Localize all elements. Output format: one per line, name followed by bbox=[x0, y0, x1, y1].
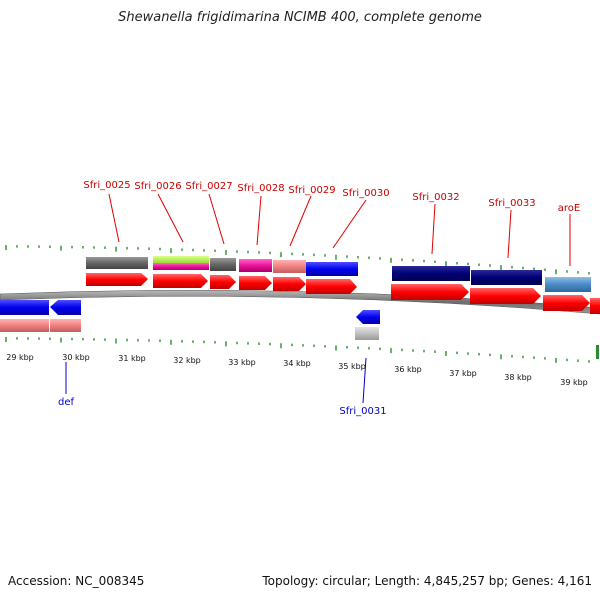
tick-row-lower bbox=[5, 337, 590, 363]
axis-tick-label: 37 kbp bbox=[449, 369, 477, 378]
cds-arrow-forward bbox=[210, 275, 236, 289]
feature-box-steel bbox=[545, 277, 591, 292]
axis-tick-label: 38 kbp bbox=[504, 373, 532, 382]
feature-box-lime bbox=[153, 256, 209, 263]
cds-arrow-forward bbox=[306, 279, 357, 294]
feature-box-magenta-bar bbox=[153, 263, 209, 270]
feature-box-navy-2 bbox=[471, 270, 542, 285]
gene-label-aroe[interactable]: aroE bbox=[558, 203, 580, 214]
label-leaders-lower bbox=[65, 357, 367, 404]
axis-tick-label: 36 kbp bbox=[394, 365, 422, 374]
cds-arrow-forward bbox=[543, 295, 590, 311]
gene-label-sfri-0032[interactable]: Sfri_0032 bbox=[412, 192, 459, 203]
axis-tick-label: 34 kbp bbox=[283, 359, 311, 368]
tick-row-upper bbox=[5, 245, 590, 275]
axis-tick-label: 32 kbp bbox=[173, 356, 201, 365]
feature-box-blue bbox=[306, 262, 358, 276]
feature-box-salmon-reverse bbox=[0, 319, 49, 332]
cds-arrow-forward bbox=[86, 273, 148, 286]
cds-arrow-forward bbox=[391, 284, 469, 300]
feature-box-salmon bbox=[273, 260, 306, 273]
axis-tick-label: 31 kbp bbox=[118, 354, 146, 363]
gene-label-sfri-0031[interactable]: Sfri_0031 bbox=[339, 406, 386, 417]
map-title: Shewanella frigidimarina NCIMB 400, comp… bbox=[118, 10, 482, 25]
gene-label-sfri-0029[interactable]: Sfri_0029 bbox=[288, 185, 335, 196]
feature-edge-green bbox=[596, 345, 599, 359]
feature-box-gray-2 bbox=[210, 258, 236, 271]
cds-arrow-forward bbox=[470, 288, 541, 304]
genome-summary-text: Topology: circular; Length: 4,845,257 bp… bbox=[262, 574, 592, 588]
cds-arrow-reverse bbox=[50, 300, 81, 315]
axis-tick-label: 35 kbp bbox=[338, 362, 366, 371]
gene-label-sfri-0028[interactable]: Sfri_0028 bbox=[237, 183, 284, 194]
cds-arrow-reverse bbox=[0, 300, 49, 315]
axis-tick-label: 30 kbp bbox=[62, 353, 90, 362]
feature-box-pink bbox=[239, 259, 272, 272]
axis-tick-label: 29 kbp bbox=[6, 353, 34, 362]
cds-arrow-forward bbox=[590, 298, 600, 314]
cds-arrow-reverse bbox=[356, 310, 380, 324]
feature-box-lightgray bbox=[355, 327, 379, 340]
gene-label-def[interactable]: def bbox=[58, 397, 75, 408]
feature-box-gray-1 bbox=[86, 257, 148, 269]
gene-label-sfri-0027[interactable]: Sfri_0027 bbox=[185, 181, 232, 192]
feature-box-salmon-reverse bbox=[50, 319, 81, 332]
cds-arrow-forward bbox=[239, 276, 272, 290]
cds-arrow-forward bbox=[153, 274, 208, 288]
gene-label-sfri-0033[interactable]: Sfri_0033 bbox=[488, 198, 535, 209]
label-leaders-upper bbox=[108, 193, 571, 266]
axis-tick-label: 33 kbp bbox=[228, 358, 256, 367]
axis-tick-label: 39 kbp bbox=[560, 378, 588, 387]
accession-text: Accession: NC_008345 bbox=[8, 574, 145, 588]
genome-backbone bbox=[0, 289, 600, 315]
gene-label-sfri-0030[interactable]: Sfri_0030 bbox=[342, 188, 389, 199]
gene-label-sfri-0025[interactable]: Sfri_0025 bbox=[83, 180, 130, 191]
cds-arrow-forward bbox=[273, 277, 306, 291]
feature-box-navy-1 bbox=[392, 266, 470, 281]
gene-label-sfri-0026[interactable]: Sfri_0026 bbox=[134, 181, 181, 192]
